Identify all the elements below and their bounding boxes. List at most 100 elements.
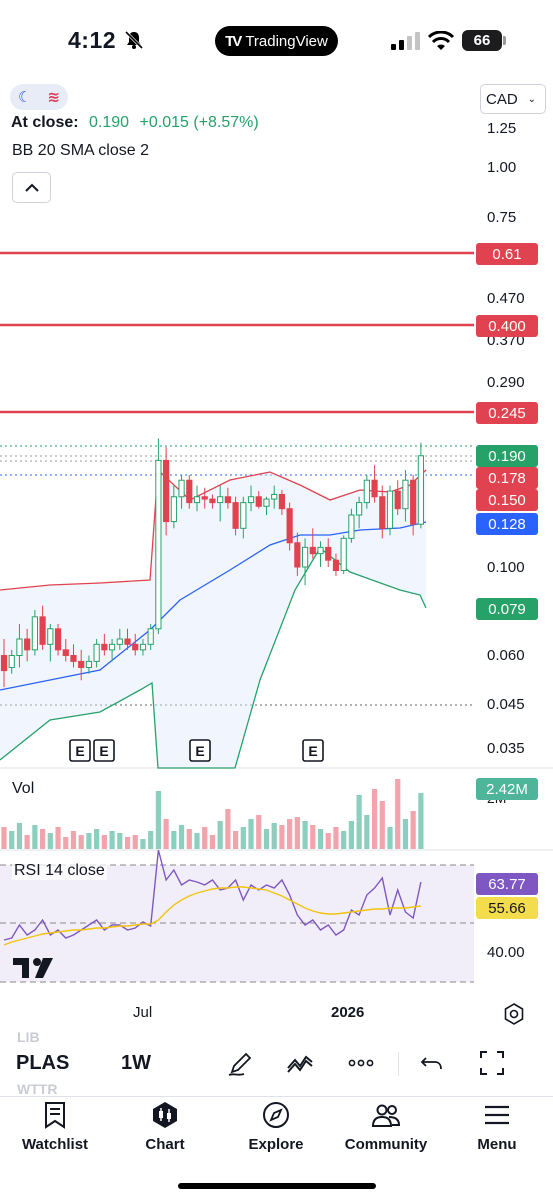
price-tag-alert[interactable]: 0.245 <box>476 402 538 424</box>
tab-community[interactable]: Community <box>331 1100 441 1162</box>
volume-bar <box>70 831 77 849</box>
candle-body <box>348 514 355 539</box>
candle-body <box>93 643 100 662</box>
candle-body <box>24 638 31 651</box>
price-axis-label: 0.060 <box>487 647 525 664</box>
symbol-button[interactable]: PLAS <box>16 1052 70 1074</box>
tab-label: Menu <box>477 1136 517 1153</box>
candle-body <box>132 643 139 651</box>
rsi-line <box>3 849 422 941</box>
moon-icon: ☾ <box>17 89 32 106</box>
tab-chart[interactable]: Chart <box>110 1100 220 1162</box>
volume-bar <box>302 821 308 849</box>
volume-bar <box>63 837 69 849</box>
candle-body <box>147 628 154 645</box>
candle-body <box>47 628 54 645</box>
candle-body <box>101 643 108 651</box>
volume-bar <box>287 819 293 849</box>
volume-bar <box>86 833 92 849</box>
candle-body <box>155 459 162 630</box>
candle-body <box>309 546 316 555</box>
price-tag-bb-upper: 0.178 <box>476 467 538 489</box>
volume-bar <box>16 823 23 849</box>
volume-bar <box>47 833 53 849</box>
candle-body <box>255 496 262 507</box>
chevron-down-icon: ⌄ <box>527 93 537 105</box>
candle-body <box>78 660 85 668</box>
candle-body <box>247 496 255 504</box>
price-tag-bb-basis: 0.128 <box>476 513 538 535</box>
indicator-legend[interactable]: BB 20 SMA close 2 <box>12 142 149 159</box>
candle-body <box>271 493 278 500</box>
collapse-legend-button[interactable] <box>12 172 51 203</box>
tab-label: Explore <box>248 1136 304 1153</box>
rsi-value-tag: 63.77 <box>476 873 538 895</box>
volume-bar <box>117 833 123 849</box>
candle-body <box>62 649 69 657</box>
ghost-symbol-previous: LIB <box>17 1029 40 1045</box>
undo-icon[interactable] <box>417 1048 447 1078</box>
price-axis-label: 0.290 <box>487 374 525 391</box>
candle-body <box>31 616 38 651</box>
bollinger-basis-line <box>0 521 427 691</box>
chart-settings-icon[interactable] <box>502 1002 526 1026</box>
candle-body <box>178 479 185 498</box>
chevron-up-icon <box>24 183 39 192</box>
bollinger-upper-line <box>0 468 427 591</box>
tab-explore[interactable]: Explore <box>221 1100 331 1162</box>
volume-bar <box>24 835 30 849</box>
tab-menu[interactable]: Menu <box>442 1100 552 1162</box>
battery-tip <box>503 36 506 45</box>
candle-body <box>16 638 23 657</box>
candle-body <box>417 455 424 525</box>
volume-label[interactable]: Vol <box>12 780 35 797</box>
price-tag-last: 0.190 <box>476 445 538 467</box>
fullscreen-icon[interactable] <box>477 1048 507 1078</box>
price-axis-label: 0.75 <box>487 209 517 226</box>
rsi-ma-value-tag: 55.66 <box>476 897 538 919</box>
drawing-pen-icon[interactable] <box>226 1048 256 1078</box>
volume-bar <box>395 779 401 849</box>
volume-bar <box>32 825 38 849</box>
earnings-marker <box>69 739 91 762</box>
earnings-marker-label: E <box>308 743 317 759</box>
chart-candles-icon <box>153 1102 177 1128</box>
currency-select[interactable]: CAD ⌄ <box>480 84 546 114</box>
volume-bar <box>356 795 362 849</box>
price-tag-alert[interactable]: 0.61 <box>476 243 538 265</box>
volume-bar <box>263 829 270 849</box>
volume-bar <box>194 833 200 849</box>
candle-body <box>386 490 394 529</box>
volume-bar <box>418 793 424 849</box>
volume-bar <box>225 809 231 849</box>
earnings-marker-label: E <box>75 743 84 759</box>
ghost-symbol-next: WTTR <box>17 1081 58 1097</box>
interval-button[interactable]: 1W <box>121 1052 151 1074</box>
hamburger-menu-icon <box>485 1105 509 1125</box>
candle-body <box>201 496 208 500</box>
tradingview-pill[interactable]: TV TradingView <box>215 26 338 56</box>
volume-bar <box>40 829 46 849</box>
candle-body <box>217 496 224 504</box>
tab-watchlist[interactable]: Watchlist <box>0 1100 110 1162</box>
price-tag-open: 0.150 <box>476 489 538 511</box>
volume-bar <box>348 821 354 849</box>
indicators-icon[interactable] <box>285 1048 315 1078</box>
volume-bar <box>9 831 15 849</box>
more-options-icon[interactable] <box>346 1048 376 1078</box>
waves-icon: ≋ <box>47 89 60 106</box>
wifi-icon <box>428 31 454 50</box>
close-value: 0.190 <box>89 114 130 131</box>
theme-toggle[interactable]: ☾ ≋ <box>10 84 68 110</box>
volume-bar <box>325 833 331 849</box>
earnings-marker <box>302 739 324 762</box>
candle-body <box>379 496 386 529</box>
price-tag-alert[interactable]: 0.400 <box>476 315 538 337</box>
candle-body <box>54 628 62 651</box>
cellular-signal-icon <box>391 32 420 50</box>
rsi-label[interactable]: RSI 14 close <box>12 862 107 880</box>
volume-bar <box>387 827 393 849</box>
volume-bar <box>155 791 161 849</box>
